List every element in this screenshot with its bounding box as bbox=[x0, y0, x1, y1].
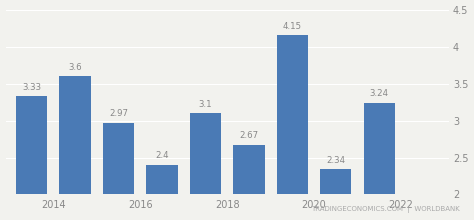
Bar bbox=[59, 76, 91, 194]
Text: 2.34: 2.34 bbox=[326, 156, 346, 165]
Bar bbox=[146, 165, 178, 194]
Bar bbox=[190, 113, 221, 194]
Bar bbox=[16, 96, 47, 194]
Bar bbox=[364, 103, 395, 194]
Text: 2.67: 2.67 bbox=[239, 132, 258, 141]
Text: 3.33: 3.33 bbox=[22, 83, 41, 92]
Bar bbox=[320, 169, 351, 194]
Text: 3.24: 3.24 bbox=[370, 89, 389, 98]
Text: 3.6: 3.6 bbox=[68, 63, 82, 72]
Bar bbox=[103, 123, 134, 194]
Bar bbox=[277, 35, 308, 194]
Bar bbox=[233, 145, 264, 194]
Text: 2.4: 2.4 bbox=[155, 151, 169, 160]
Text: 2.97: 2.97 bbox=[109, 109, 128, 118]
Text: 4.15: 4.15 bbox=[283, 22, 302, 31]
Text: 3.1: 3.1 bbox=[199, 100, 212, 109]
Text: TRADINGECONOMICS.COM  |  WORLDBANK: TRADINGECONOMICS.COM | WORLDBANK bbox=[311, 206, 460, 213]
